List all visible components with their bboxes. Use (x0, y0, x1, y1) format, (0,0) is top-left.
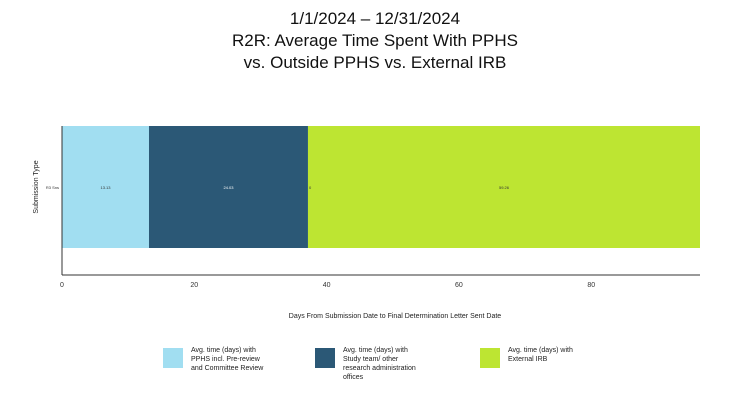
data-label-pphs: 13.13 (100, 185, 111, 190)
y-axis-title: Submission Type (33, 160, 40, 213)
legend-item-pphs: Avg. time (days) with PPHS incl. Pre-rev… (163, 346, 271, 373)
legend-item-study-team: Avg. time (days) with Study team/ other … (315, 346, 423, 382)
legend-swatch-study-team (315, 348, 335, 368)
legend-swatch-pphs (163, 348, 183, 368)
data-label-between: 0 (309, 185, 312, 190)
bar-pphs (62, 126, 149, 248)
x-tick-label: 0 (60, 282, 64, 289)
title-line-1: 1/1/2024 – 12/31/2024 (289, 9, 461, 28)
chart-title: 1/1/2024 – 12/31/2024 R2R: Average Time … (0, 8, 750, 74)
legend-item-external-irb: Avg. time (days) with External IRB (480, 346, 588, 368)
bar-study-team (148, 126, 308, 248)
y-category-label: R3 Sns (46, 185, 59, 190)
legend-label-external-irb: Avg. time (days) with External IRB (508, 347, 573, 363)
bar-external-irb (307, 126, 700, 248)
title-line-2: R2R: Average Time Spent With PPHS (232, 31, 518, 50)
legend-swatch-external-irb (480, 348, 500, 368)
legend-label-study-team: Avg. time (days) with Study team/ other … (343, 347, 416, 381)
data-label-study-team: 24.03 (223, 185, 234, 190)
x-axis-title: Days From Submission Date to Final Deter… (289, 313, 502, 320)
x-tick-label: 20 (190, 282, 198, 289)
x-tick-label: 40 (323, 282, 331, 289)
data-label-external-irb: 59.26 (499, 185, 510, 190)
x-tick-label: 60 (455, 282, 463, 289)
title-line-3: vs. Outside PPHS vs. External IRB (243, 53, 507, 72)
legend: Avg. time (days) with PPHS incl. Pre-rev… (0, 346, 750, 396)
x-tick-label: 80 (587, 282, 595, 289)
legend-label-pphs: Avg. time (days) with PPHS incl. Pre-rev… (191, 347, 264, 372)
